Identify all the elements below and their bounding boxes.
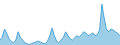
plot-area <box>0 4 120 45</box>
area-line <box>0 4 120 44</box>
chart-container <box>0 0 120 45</box>
area-fill <box>0 4 120 45</box>
chart <box>0 0 120 45</box>
